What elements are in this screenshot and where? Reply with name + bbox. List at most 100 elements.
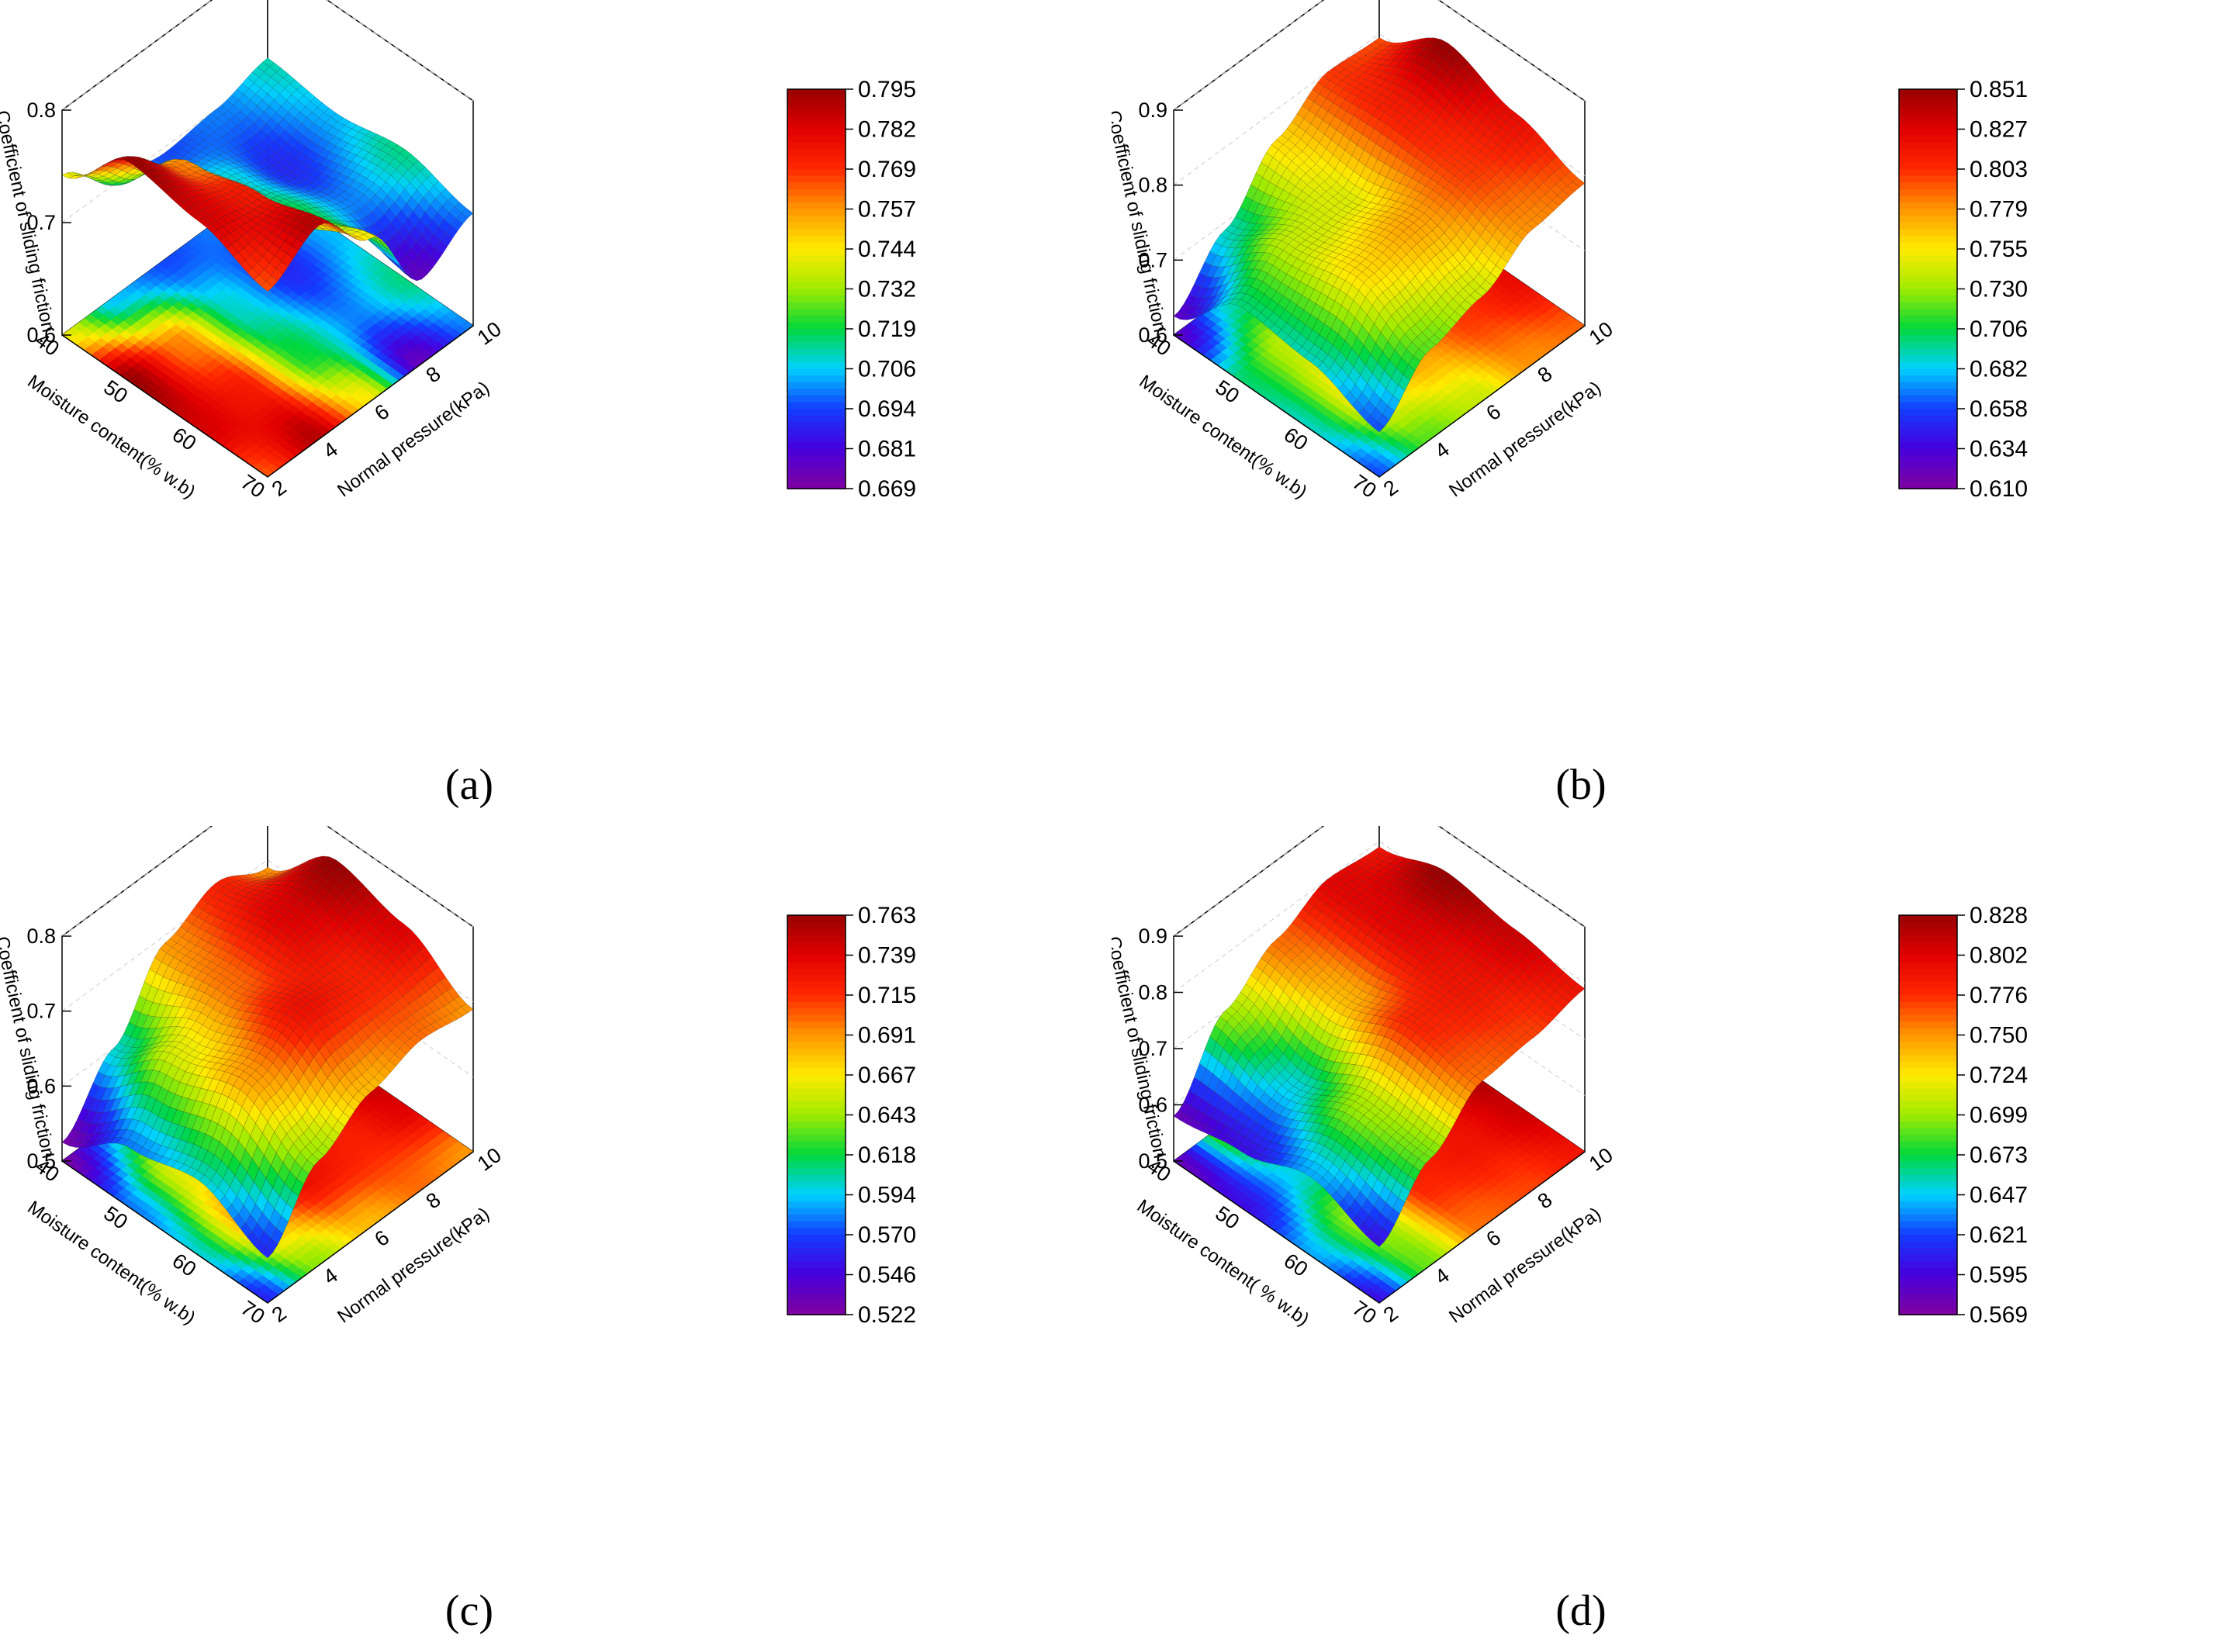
colorbar-b: 0.8510.8270.8030.7790.7550.7300.7060.682… xyxy=(1898,77,2028,502)
colorbar-segment-a xyxy=(787,422,846,430)
colorbar-segment-b xyxy=(1899,395,1957,403)
colorbar-tick-label-a: 0.706 xyxy=(858,357,916,382)
colorbar-segment-b xyxy=(1899,468,1957,476)
colorbar-segment-a xyxy=(787,395,846,403)
surface-patch-a xyxy=(260,281,273,292)
colorbar-segment-a xyxy=(787,188,846,197)
colorbar-tick-label-a: 0.782 xyxy=(858,117,916,143)
colorbar-segment-a xyxy=(787,475,846,483)
colorbar-segment-a xyxy=(787,195,846,203)
colorbar-segment-b xyxy=(1899,302,1957,310)
colorbar-segment-a xyxy=(787,309,846,316)
colorbar-segment-a xyxy=(787,402,846,410)
colorbar-segment-a xyxy=(787,348,846,357)
colorbar-segment-b xyxy=(1899,335,1957,343)
chart-panel-b: 0.6 0.7 0.8 0.9 Coefficient of sliding frict… xyxy=(1112,0,2223,826)
y-tick-label-a: 6 xyxy=(370,399,393,425)
surface-b xyxy=(1173,37,1586,433)
colorbar-segment-b xyxy=(1899,448,1957,456)
colorbar-segment-a xyxy=(787,275,846,283)
colorbar-segment-a xyxy=(787,122,846,130)
colorbar-segment-a xyxy=(787,155,846,164)
colorbar-segment-a xyxy=(787,409,846,416)
colorbar-segment-b xyxy=(1899,368,1957,376)
colorbar-segment-b xyxy=(1899,268,1957,277)
colorbar-segment-b xyxy=(1899,422,1957,430)
colorbar-segment-b xyxy=(1899,188,1957,197)
colorbar-tick-label-a: 0.769 xyxy=(858,157,916,182)
colorbar-segment-b xyxy=(1899,102,1957,110)
colorbar-segment-b xyxy=(1899,202,1957,210)
colorbar-segment-a xyxy=(787,282,846,290)
colorbar-segment-a xyxy=(787,216,846,223)
colorbar-segment-a xyxy=(787,448,846,456)
colorbar-segment-b xyxy=(1899,322,1957,330)
colorbar-segment-b xyxy=(1899,242,1957,250)
y-tick-label-a: 10 xyxy=(473,317,506,350)
colorbar-segment-a xyxy=(787,295,846,303)
colorbar-tick-label-a: 0.669 xyxy=(858,476,916,502)
colorbar-tick-label-a: 0.681 xyxy=(858,437,916,462)
y-tick-label-a: 8 xyxy=(422,361,445,387)
panel-label-a: (a) xyxy=(445,761,493,809)
colorbar-segment-a xyxy=(787,428,846,437)
colorbar-segment-a xyxy=(787,435,846,443)
colorbar-segment-a xyxy=(787,116,846,123)
z-ticks-b: 0.60.70.80.9 xyxy=(1138,98,1183,347)
colorbar-segment-a xyxy=(787,329,846,337)
y-tick-label-a: 4 xyxy=(319,437,342,463)
z-tick-label-b: 0.9 xyxy=(1138,98,1167,122)
colorbar-segment-a xyxy=(787,482,846,489)
panel-label-b: (b) xyxy=(1555,761,1606,809)
colorbar-segment-a xyxy=(787,368,846,376)
colorbar-segment-a xyxy=(787,89,846,97)
colorbar-segment-b xyxy=(1899,375,1957,383)
colorbar-segment-b xyxy=(1899,149,1957,157)
colorbar-segment-b xyxy=(1899,475,1957,483)
colorbar-segment-a xyxy=(787,355,846,363)
colorbar-tick-label-b: 0.658 xyxy=(1970,396,2028,422)
y-tick-label-b: 10 xyxy=(1585,317,1617,350)
colorbar-tick-label-b: 0.851 xyxy=(1970,77,2028,102)
colorbar-segment-b xyxy=(1899,309,1957,316)
colorbar-tick-label-b: 0.634 xyxy=(1970,437,2028,462)
colorbar-tick-label-b: 0.755 xyxy=(1970,237,2028,262)
colorbar-segment-a xyxy=(787,95,846,103)
colorbar-segment-b xyxy=(1899,169,1957,177)
colorbar-tick-label-b: 0.827 xyxy=(1970,117,2028,143)
colorbar-segment-a xyxy=(787,302,846,310)
colorbar-segment-a xyxy=(787,149,846,157)
wall-gridline-b xyxy=(1173,0,1586,111)
y-tick-label-a: 2 xyxy=(268,475,291,501)
colorbar-segment-b xyxy=(1899,441,1957,450)
wall-gridline-c xyxy=(61,826,474,937)
z-tick-label-a: 0.7 xyxy=(26,211,56,234)
colorbar-segment-a xyxy=(787,389,846,396)
colorbar-tick-label-a: 0.744 xyxy=(858,237,916,262)
colorbar-segment-a xyxy=(787,229,846,237)
surface-patch-b xyxy=(1371,421,1385,433)
colorbar-segment-b xyxy=(1899,255,1957,263)
z-tick-label-b: 0.6 xyxy=(1138,323,1167,347)
colorbar-segment-a xyxy=(787,249,846,257)
colorbar-segment-b xyxy=(1899,175,1957,183)
z-ticks-a: 0.60.70.8 xyxy=(26,98,71,347)
colorbar-segment-a xyxy=(787,182,846,190)
colorbar-segment-a xyxy=(787,209,846,216)
z-tick-label-a: 0.8 xyxy=(26,98,56,122)
colorbar-segment-a xyxy=(787,142,846,150)
colorbar-segment-b xyxy=(1899,95,1957,103)
colorbar-segment-b xyxy=(1899,455,1957,463)
colorbar-segment-b xyxy=(1899,235,1957,244)
y-tick-label-b: 2 xyxy=(1379,475,1403,501)
colorbar-segment-a xyxy=(787,468,846,476)
chart-panel-c: 0.5 0.6 0.7 0.8 Coefficient of sliding frict… xyxy=(0,826,1112,1652)
colorbar-segment-b xyxy=(1899,129,1957,137)
colorbar-a: 0.7950.7820.7690.7570.7440.7320.7190.706… xyxy=(787,77,916,502)
colorbar-segment-b xyxy=(1899,428,1957,437)
colorbar-tick-label-b: 0.779 xyxy=(1970,197,2028,223)
colorbar-segment-a xyxy=(787,461,846,470)
colorbar-tick-label-b: 0.730 xyxy=(1970,277,2028,302)
